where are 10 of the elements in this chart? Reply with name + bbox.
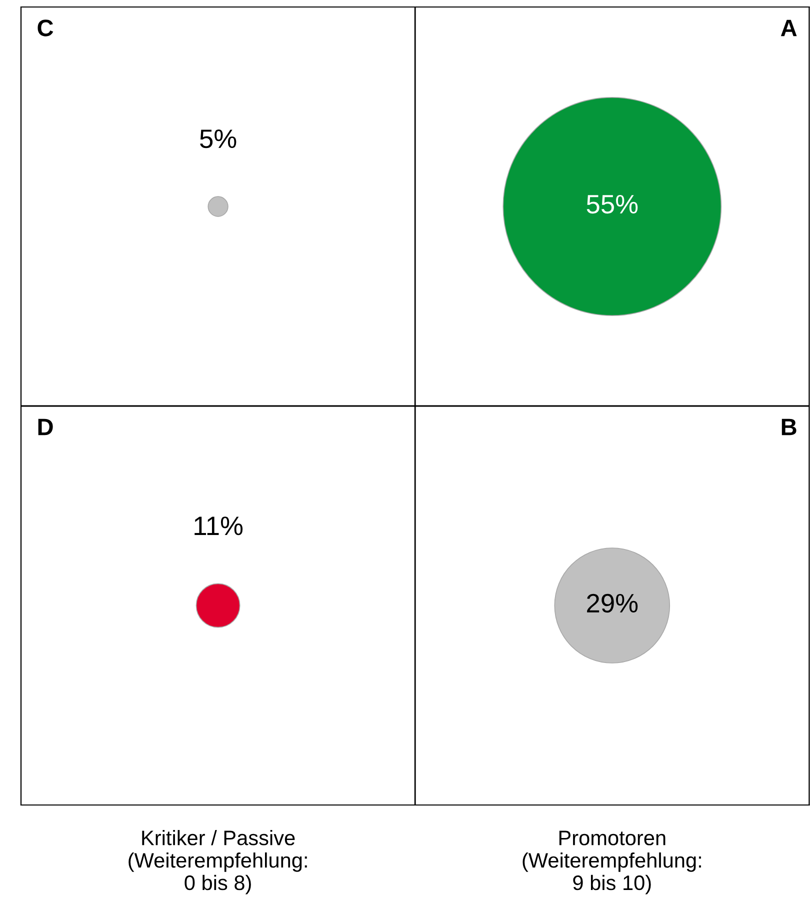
text: A <box>780 20 797 36</box>
category-label: Kritiker / Passive (Weiterempfehlung: 0 bis 8) <box>128 830 307 894</box>
data-label: 55% <box>586 195 638 214</box>
text: C <box>38 20 54 36</box>
data-label: 5% <box>200 130 236 148</box>
data-label: 11% <box>194 516 243 536</box>
text: B <box>782 418 796 436</box>
text: D <box>38 418 53 436</box>
data-label: 29% <box>587 594 638 613</box>
category-label: Promotoren (Weiterempfehlung: 9 bis 10) <box>522 830 701 894</box>
